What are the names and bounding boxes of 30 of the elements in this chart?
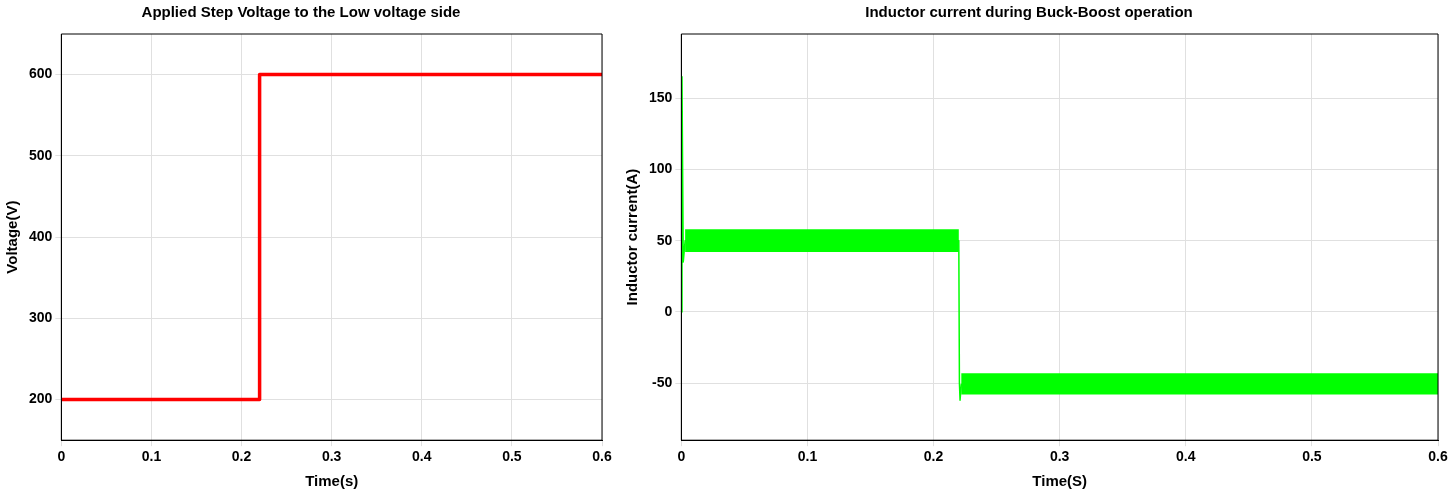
y-tick-label: 50 [656, 231, 673, 248]
y-tick-label: 400 [29, 227, 53, 244]
y-tick-label: 200 [29, 390, 53, 407]
chart-title: Inductor current during Buck-Boost operation [865, 3, 1193, 21]
x-tick-label: 0.2 [923, 448, 944, 465]
x-tick-label: 0.5 [502, 448, 522, 465]
y-tick-label: 500 [29, 146, 53, 163]
y-tick-label: 100 [649, 160, 673, 177]
x-tick-label: 0 [57, 448, 66, 465]
x-tick-label: 0.5 [1302, 448, 1322, 465]
x-axis-title: Time(S) [1032, 472, 1088, 490]
y-tick-label: 0 [664, 302, 673, 319]
y-tick-label: 600 [29, 65, 53, 82]
x-tick-label: 0.4 [412, 448, 432, 465]
y-tick-label: 300 [29, 309, 53, 326]
x-tick-label: 0.2 [231, 448, 252, 465]
y-axis-title: Voltage(V) [3, 200, 21, 274]
y-tick-label: -50 [652, 374, 673, 391]
x-tick-label: 0.6 [1428, 448, 1448, 465]
x-tick-label: 0.3 [1049, 448, 1070, 465]
y-tick-label: 150 [649, 89, 673, 105]
x-tick-label: 0 [677, 448, 686, 465]
y-axis-title: Inductor current(A) [623, 168, 641, 306]
x-tick-label: 0.4 [1176, 448, 1196, 465]
x-tick-label: 0.1 [797, 448, 818, 465]
x-tick-label: 0.3 [321, 448, 342, 465]
chart-title: Applied Step Voltage to the Low voltage side [141, 3, 461, 21]
x-tick-label: 0.1 [141, 448, 162, 465]
x-axis-title: Time(s) [305, 472, 359, 490]
x-tick-label: 0.6 [592, 448, 612, 465]
